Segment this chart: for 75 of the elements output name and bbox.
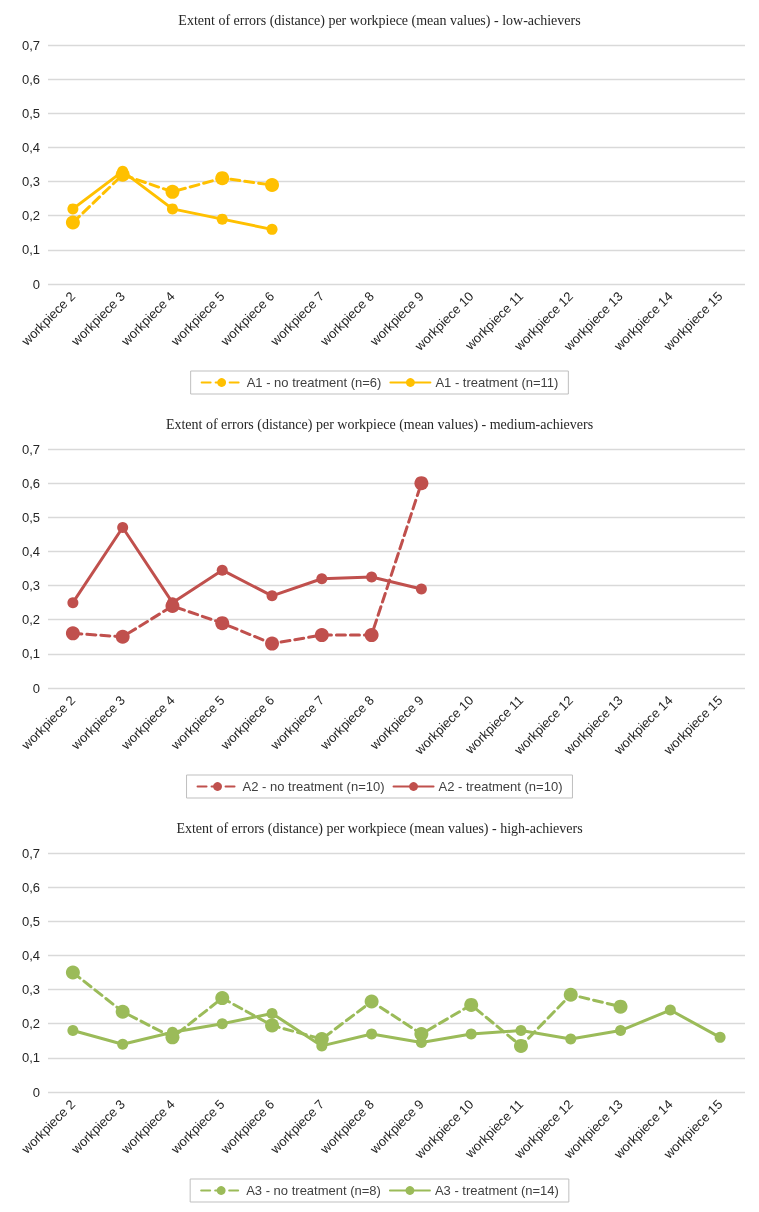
- chart-title: Extent of errors (distance) per workpiece (mean values) - high-achievers: [176, 820, 583, 837]
- point: [166, 203, 178, 215]
- point: [316, 573, 328, 585]
- point: [366, 571, 378, 583]
- point: [215, 991, 230, 1006]
- point: [265, 1018, 280, 1033]
- point: [266, 1007, 278, 1019]
- y-tick-label: 0,1: [21, 242, 40, 258]
- point: [65, 215, 80, 230]
- point: [266, 223, 278, 235]
- legend-label: A3 - no treatment (n=8): [246, 1183, 381, 1198]
- y-tick-label: 0,3: [21, 174, 40, 190]
- y-tick-label: 0,7: [21, 441, 40, 457]
- legend-label: A2 - treatment (n=10): [438, 779, 563, 794]
- y-tick-label: 0,5: [21, 913, 40, 929]
- y-tick-label: 0,5: [21, 105, 40, 121]
- point: [165, 184, 180, 199]
- point: [314, 628, 329, 643]
- point: [115, 1004, 130, 1019]
- point: [215, 171, 230, 186]
- point: [366, 1028, 378, 1040]
- y-tick-label: 0,7: [21, 37, 40, 53]
- legend-label: A1 - treatment (n=11): [435, 375, 559, 390]
- y-tick-label: 0,3: [21, 982, 40, 998]
- y-tick-label: 0,4: [21, 543, 40, 559]
- y-tick-label: 0,6: [21, 475, 40, 491]
- point: [115, 629, 130, 644]
- point: [465, 1028, 477, 1040]
- point: [613, 999, 628, 1014]
- point: [216, 1018, 228, 1030]
- point: [513, 1038, 528, 1053]
- legend-label: A2 - no treatment (n=10): [242, 779, 385, 794]
- y-tick-label: 0,2: [21, 612, 40, 628]
- y-tick-label: 0,2: [21, 208, 40, 224]
- point: [714, 1031, 726, 1043]
- point: [664, 1004, 676, 1016]
- point: [216, 564, 228, 576]
- point: [117, 1038, 129, 1050]
- y-tick-label: 0,4: [21, 139, 40, 155]
- point: [364, 628, 379, 643]
- y-tick-label: 0: [32, 276, 40, 292]
- point: [415, 583, 427, 595]
- y-tick-label: 0,6: [21, 71, 40, 87]
- point: [563, 987, 578, 1002]
- y-tick-label: 0: [32, 680, 40, 696]
- y-tick-label: 0,4: [21, 947, 40, 963]
- y-tick-label: 0,7: [21, 845, 40, 861]
- point: [266, 590, 278, 602]
- y-tick-label: 0,2: [21, 1016, 40, 1032]
- legend-label: A1 - no treatment (n=6): [246, 375, 382, 390]
- point: [565, 1033, 577, 1045]
- point: [216, 213, 228, 225]
- point: [65, 626, 80, 641]
- point: [364, 994, 379, 1009]
- point: [67, 1025, 79, 1037]
- point: [515, 1025, 527, 1037]
- point: [265, 636, 280, 651]
- chart-title: Extent of errors (distance) per workpiece (mean values) - medium-achievers: [165, 416, 594, 433]
- point: [215, 616, 230, 631]
- point: [414, 476, 429, 491]
- y-tick-label: 0: [32, 1084, 40, 1100]
- point: [615, 1025, 627, 1037]
- point: [265, 177, 280, 192]
- y-tick-label: 0,3: [21, 578, 40, 594]
- legend-label: A3 - treatment (n=14): [434, 1183, 559, 1198]
- point: [65, 965, 80, 980]
- point: [464, 997, 479, 1012]
- point: [67, 203, 79, 215]
- y-tick-label: 0,6: [21, 879, 40, 895]
- point: [67, 597, 79, 609]
- y-tick-label: 0,5: [21, 509, 40, 525]
- chart-title: Extent of errors (distance) per workpiece (mean values) - low-achievers: [178, 12, 581, 29]
- y-tick-label: 0,1: [21, 646, 40, 662]
- point: [117, 522, 129, 534]
- y-tick-label: 0,1: [21, 1050, 40, 1066]
